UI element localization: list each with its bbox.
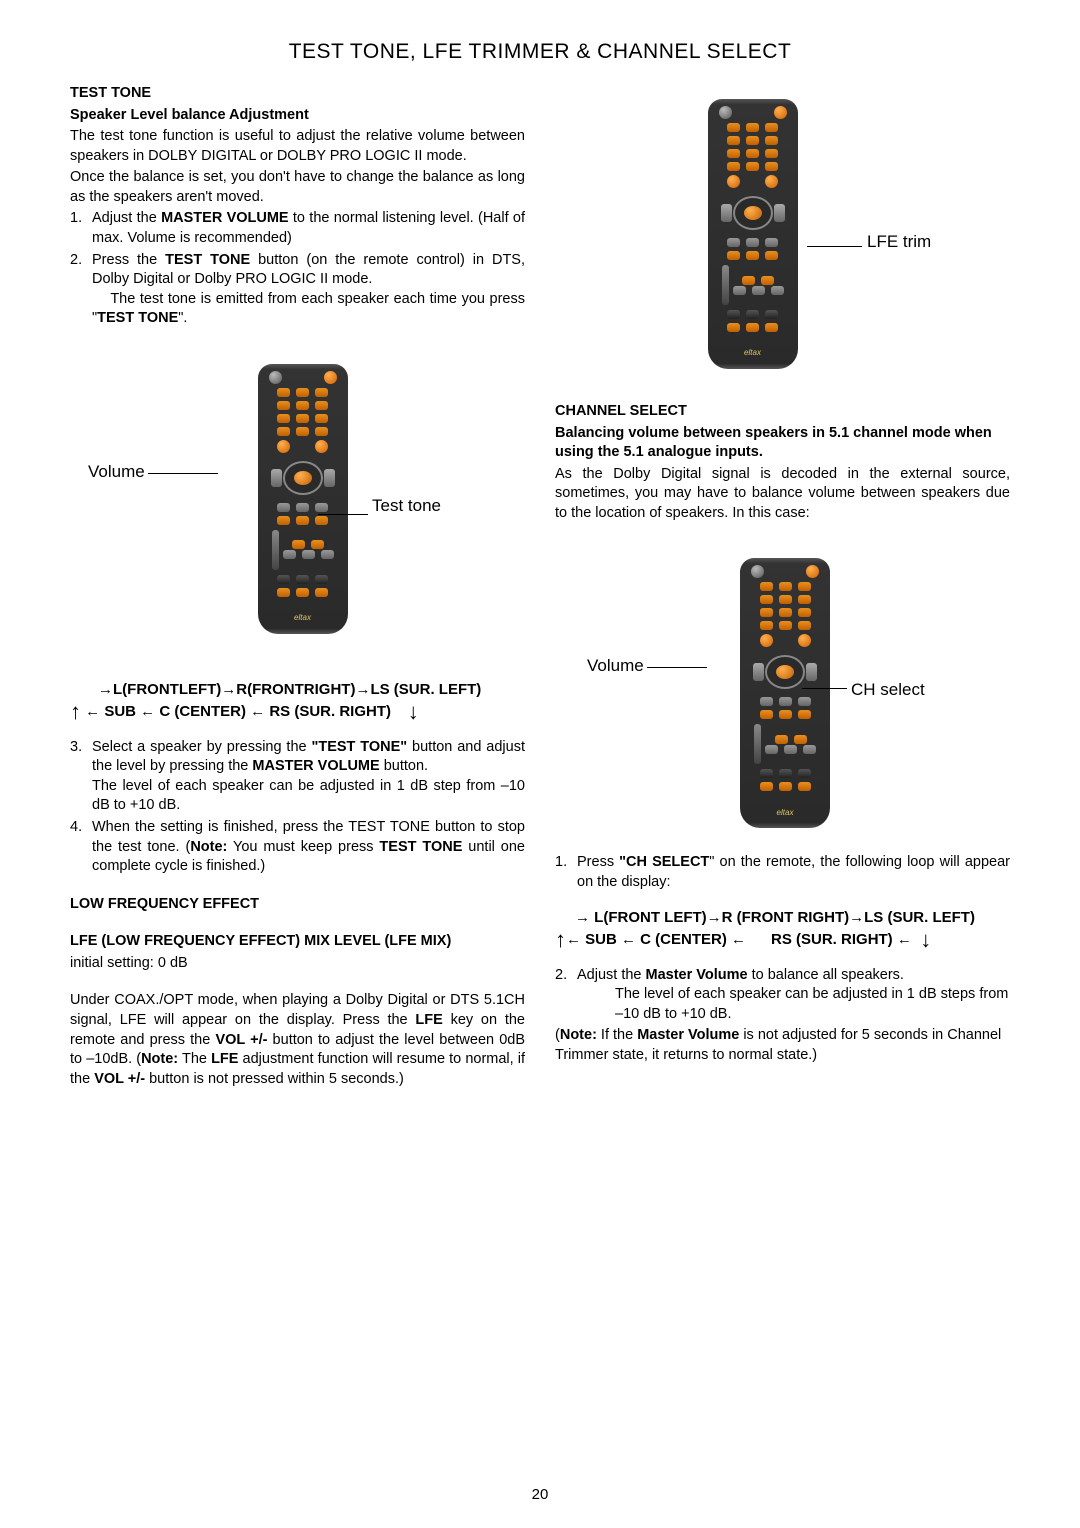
callout-chselect-label: CH select xyxy=(851,679,925,702)
callout-volume-label-2: Volume xyxy=(587,655,644,678)
remote-figure-3: Volume eltax CH select xyxy=(555,543,1010,843)
lfe-paragraph: Under COAX./OPT mode, when playing a Dol… xyxy=(70,991,525,1089)
ch-step-2: 2. Adjust the Master Volume to balance a… xyxy=(555,966,1010,986)
right-column: eltax LFE trim CHANNEL SELECT Balancing … xyxy=(555,84,1010,1091)
step-2: 2. Press the TEST TONE button (on the re… xyxy=(70,251,525,290)
arrow-down-icon-2: ↓ xyxy=(920,930,931,950)
arrow-up-icon-2: ↑ xyxy=(555,930,566,950)
loop-diagram-2: → L(FRONT LEFT)→R (FRONT RIGHT)→LS (SUR.… xyxy=(555,907,1010,952)
remote-brand-3: eltax xyxy=(777,808,794,823)
heading-test-tone: TEST TONE xyxy=(70,85,151,101)
initial-setting: initial setting: 0 dB xyxy=(70,954,525,974)
heading-speaker-adj: Speaker Level balance Adjustment xyxy=(70,107,309,123)
remote-brand-2: eltax xyxy=(744,348,761,363)
intro-para-2: Once the balance is set, you don't have … xyxy=(70,168,525,207)
heading-lfe: LOW FREQUENCY EFFECT xyxy=(70,896,259,912)
remote-figure-2: eltax LFE trim xyxy=(555,84,1010,384)
remote-illustration-2: eltax xyxy=(708,99,798,369)
ch-step-1: 1. Press "CH SELECT" on the remote, the … xyxy=(555,853,1010,892)
heading-channel-select: CHANNEL SELECT xyxy=(555,403,687,419)
callout-lfe-label: LFE trim xyxy=(867,232,931,252)
heading-lfe-mix: LFE (LOW FREQUENCY EFFECT) MIX LEVEL (LF… xyxy=(70,933,451,949)
step-3: 3. Select a speaker by pressing the "TES… xyxy=(70,738,525,777)
step-2-cont: The test tone is emitted from each speak… xyxy=(70,290,525,329)
step-4: 4. When the setting is finished, press t… xyxy=(70,818,525,877)
remote-illustration-3: eltax xyxy=(740,558,830,828)
callout-lfe-line xyxy=(807,246,862,247)
callout-testtone-line xyxy=(318,514,368,515)
step-1: 1. Adjust the MASTER VOLUME to the norma… xyxy=(70,209,525,248)
step-3-cont: The level of each speaker can be adjuste… xyxy=(70,777,525,816)
heading-balancing: Balancing volume between speakers in 5.1… xyxy=(555,425,992,461)
two-column-layout: TEST TONE Speaker Level balance Adjustme… xyxy=(70,84,1010,1091)
arrow-up-icon: ↑ xyxy=(70,702,81,722)
callout-chselect-line xyxy=(802,688,847,689)
page-title: TEST TONE, LFE TRIMMER & CHANNEL SELECT xyxy=(70,40,1010,64)
left-column: TEST TONE Speaker Level balance Adjustme… xyxy=(70,84,525,1091)
arrow-down-icon: ↓ xyxy=(408,702,419,722)
intro-para-1: The test tone function is useful to adju… xyxy=(70,127,525,166)
callout-testtone-label: Test tone xyxy=(372,497,441,516)
remote-brand: eltax xyxy=(294,613,311,628)
loop-diagram-1: →L(FRONTLEFT)→R(FRONTRIGHT)→LS (SUR. LEF… xyxy=(70,679,525,724)
callout-volume-line xyxy=(148,473,218,474)
page-number: 20 xyxy=(0,1486,1080,1503)
remote-figure-1: Volume eltax Test tone xyxy=(70,349,525,649)
ch-note: (Note: If the Master Volume is not adjus… xyxy=(555,1026,1010,1065)
remote-illustration: eltax xyxy=(258,364,348,634)
callout-volume-label: Volume xyxy=(88,461,145,484)
callout-volume-line-2 xyxy=(647,667,707,668)
balancing-paragraph: As the Dolby Digital signal is decoded i… xyxy=(555,465,1010,524)
ch-step-2-cont: The level of each speaker can be adjuste… xyxy=(555,985,1010,1024)
